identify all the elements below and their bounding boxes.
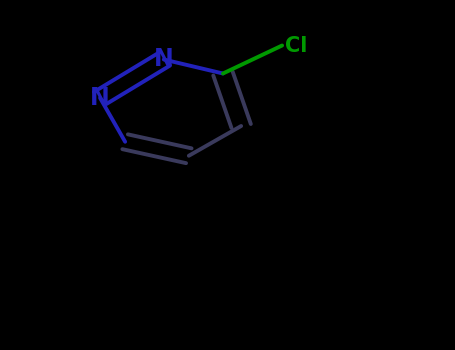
Text: N: N bbox=[154, 48, 174, 71]
Text: N: N bbox=[90, 86, 110, 110]
Text: Cl: Cl bbox=[284, 35, 307, 56]
